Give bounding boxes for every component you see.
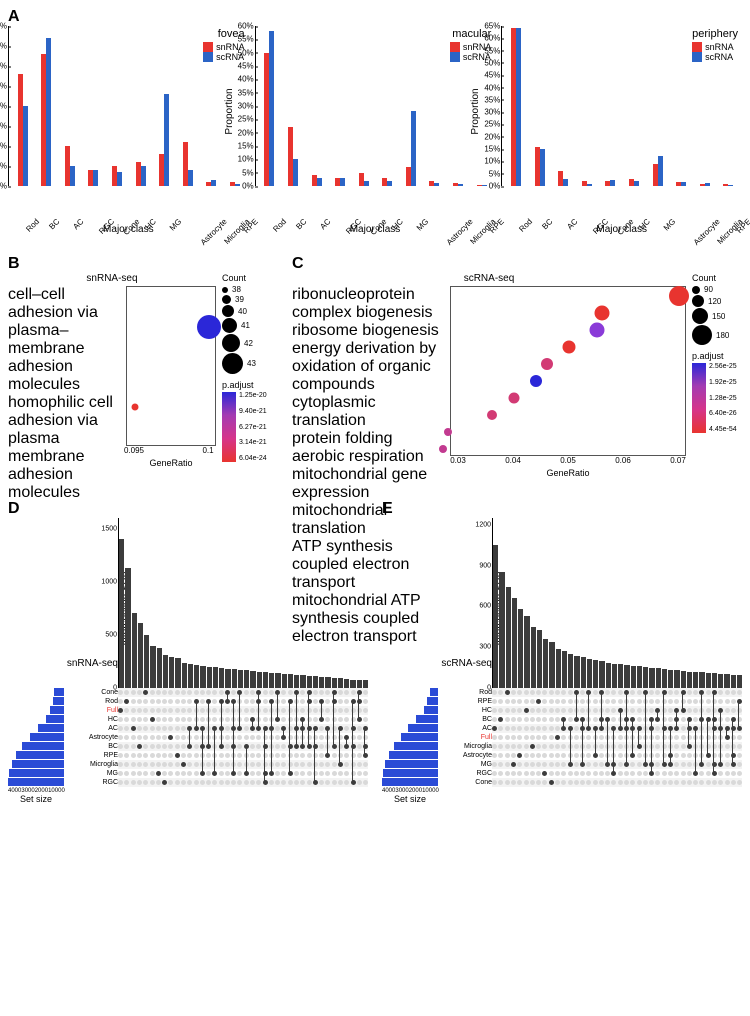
panel-a: fovea snRNA scRNAProportion0%5%10%15%20%… <box>8 26 742 235</box>
panel-b-title: snRNA-seq <box>8 273 216 284</box>
panel-c-title: scRNA-seq <box>292 273 686 284</box>
legend-c: Count90120150180p.adjust 2.56e-251.92e-2… <box>692 273 748 478</box>
panel-c: C scRNA-seq ribonucleoprotein complex bi… <box>292 255 748 478</box>
panel-label-c: C <box>292 255 748 273</box>
upset-e: EscRNA-seqIntersection Size0300600900120… <box>382 500 742 804</box>
dotplot-b <box>126 286 216 446</box>
xlabel-b: GeneRatio <box>126 458 216 468</box>
upset-d: DsnRNA-seqIntersection Size050010001500C… <box>8 500 368 804</box>
xlabel-c: GeneRatio <box>450 468 686 478</box>
panel-label-b: B <box>8 255 278 273</box>
legend-b: Count383940414243p.adjust 1.25e-209.40e-… <box>222 273 278 468</box>
dotplot-c <box>450 286 686 456</box>
panel-label-a: A <box>8 8 20 26</box>
panel-b: B snRNA-seq cell–cell adhesion viaplasma… <box>8 255 278 478</box>
